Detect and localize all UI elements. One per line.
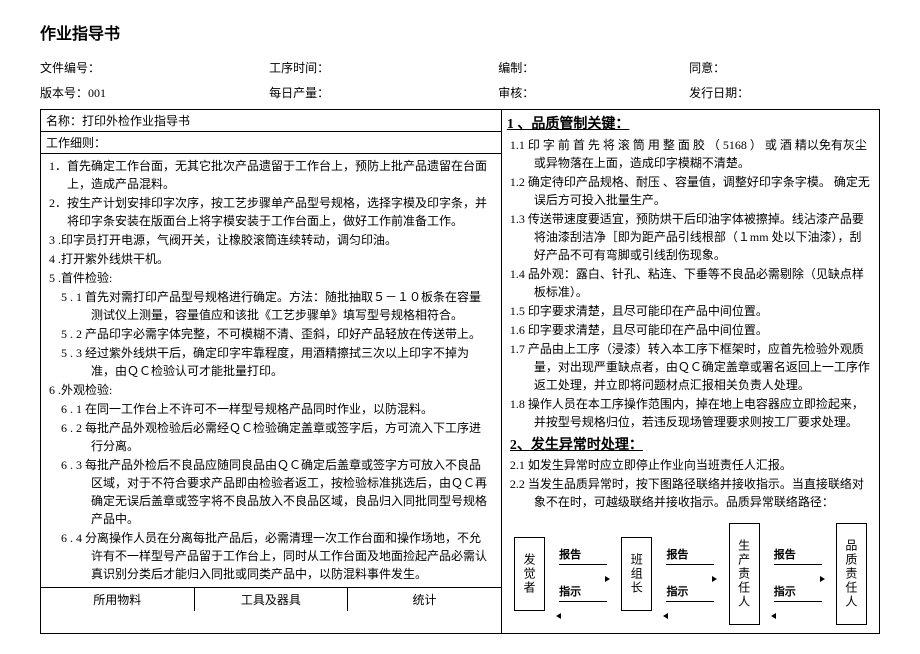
qc-1-8: 1.8 操作人员在本工序操作范围内，掉在地上电容器应立即捡起来，并按型号规格归位…: [510, 395, 871, 431]
step-5-2: 5 . 2 产品印字必需字体完整，不可模糊不清、歪斜，印好产品轻放在传送带上。: [49, 325, 493, 343]
qc-1-2: 1.2 确定待印产品规格、耐压 、容量值，调整好印字条字模。 确定无误后方可投入…: [510, 173, 871, 209]
bottom-row: 所用物料 工具及器具 统计: [41, 587, 501, 611]
step-5-1: 5 . 1 首先对需打印产品型号规格进行确定。方法：随批抽取５－１０板条在容量测…: [49, 288, 493, 324]
ab-2-1: 2.1 如发生异常时应立即停止作业向当班责任人汇报。: [510, 456, 871, 474]
qc-1-5: 1.5 印字要求清楚，且尽可能印在产品中间位置。: [510, 302, 871, 320]
statistics-cell: 统计: [348, 588, 501, 611]
step-5-3: 5 . 3 经过紫外线烘干后，确定印字牢靠程度，用酒精擦拭三次以上印字不掉为准，…: [49, 344, 493, 380]
instruct-label-3: 指示: [774, 583, 822, 599]
step-6-2: 6 . 2 每批产品外观检验后必需经ＱＣ检验确定盖章或签字后，方可流入下工序进行…: [49, 419, 493, 455]
instruct-label: 指示: [559, 583, 607, 599]
quality-control-content: 1.1 印 字 前 首 先 将 滚 筒 用 整 面 胶 （ 5168 ） 或 酒…: [502, 136, 879, 435]
qc-1-3: 1.3 传送带速度要适宜，预防烘干后印油字体被擦掉。线沾漆产品要将油漆刮洁净［即…: [510, 210, 871, 264]
version-number: 版本号：001: [40, 84, 269, 101]
header-row-2: 版本号：001 每日产量： 审核： 发行日期：: [40, 84, 880, 101]
daily-output: 每日产量：: [269, 84, 498, 101]
doc-name: 名称：打印外检作业指导书: [41, 110, 501, 132]
left-column: 名称：打印外检作业指导书 工作细则： 1．首先确定工作台面，无其它批次产品遗留于…: [41, 110, 502, 633]
work-details-label: 工作细则：: [41, 132, 501, 154]
doc-title: 作业指导书: [40, 20, 880, 44]
approved-by: 同意：: [689, 59, 880, 76]
reviewed-by: 审核：: [498, 84, 689, 101]
report-label-2: 报告: [666, 546, 714, 562]
step-6-3: 6 . 3 每批产品外检后不良品应随同良品由ＱＣ确定后盖章或签字方可放入不良品区…: [49, 456, 493, 528]
flow-arrows-1: 报告 指示: [559, 546, 607, 602]
qc-1-7: 1.7 产品由上工序（浸漆）转入本工序下框架时，应首先检验外观质量，对出现严重缺…: [510, 340, 871, 394]
main-frame: 名称：打印外检作业指导书 工作细则： 1．首先确定工作台面，无其它批次产品遗留于…: [40, 109, 880, 634]
right-column: 1 、品质管制关键： 1.1 印 字 前 首 先 将 滚 筒 用 整 面 胶 （…: [502, 110, 879, 633]
header-row-1: 文件编号： 工序时间： 编制： 同意：: [40, 59, 880, 76]
materials-cell: 所用物料: [41, 588, 195, 611]
file-number: 文件编号：: [40, 59, 269, 76]
step-6: 6 .外观检验:: [49, 381, 493, 399]
qc-1-1: 1.1 印 字 前 首 先 将 滚 筒 用 整 面 胶 （ 5168 ） 或 酒…: [510, 136, 871, 172]
instruct-label-2: 指示: [666, 583, 714, 599]
flow-arrows-3: 报告 指示: [774, 546, 822, 602]
prepared-by: 编制：: [498, 59, 689, 76]
flow-arrows-2: 报告 指示: [666, 546, 714, 602]
quality-control-heading: 1 、品质管制关键：: [502, 110, 879, 136]
step-6-4: 6 . 4 分离操作人员在分离每批产品后，必需清理一次工作台面和操作场地，不允许…: [49, 529, 493, 583]
process-time: 工序时间：: [269, 59, 498, 76]
abnormal-handling: 2、发生异常时处理： 2.1 如发生异常时应立即停止作业向当班责任人汇报。 2.…: [502, 435, 879, 515]
step-3: 3 .印字员打开电源，气阀开关，让橡胶滚筒连续转动，调匀印油。: [49, 231, 493, 249]
tools-cell: 工具及器具: [195, 588, 349, 611]
abnormal-heading: 2、发生异常时处理：: [510, 438, 643, 453]
flow-box-quality-lead: 品质责任人: [836, 523, 867, 625]
qc-1-6: 1.6 印字要求清楚，且尽可能印在产品中间位置。: [510, 321, 871, 339]
flow-box-production-lead: 生产责任人: [729, 523, 760, 625]
step-1: 1．首先确定工作台面，无其它批次产品遗留于工作台上，预防上批产品遗留在台面上，造…: [49, 157, 493, 193]
step-6-1: 6 . 1 在同一工作台上不许可不一样型号规格产品同时作业，以防混料。: [49, 400, 493, 418]
step-2: 2．按生产计划安排印字次序，按工艺步骤单产品型号规格，选择字模及印字条，并将印字…: [49, 194, 493, 230]
report-label: 报告: [559, 546, 607, 562]
qc-1-4: 1.4 品外观：露白、针孔、粘连、下垂等不良品必需剔除（见缺点样板标准）。: [510, 265, 871, 301]
flow-box-discoverer: 发觉者: [514, 537, 545, 611]
flow-box-team-leader: 班组长: [621, 537, 652, 611]
step-5: 5 .首件检验:: [49, 269, 493, 287]
flow-diagram: 发觉者 报告 指示 班组长 报告 指示 生产责任人 报告 指示 品质责任人: [502, 515, 879, 633]
step-4: 4 .打开紫外线烘干机。: [49, 250, 493, 268]
report-label-3: 报告: [774, 546, 822, 562]
ab-2-2: 2.2 当发生品质异常时，按下图路径联络并接收指示。当直接联络对象不在时，可越级…: [510, 475, 871, 511]
work-details-content: 1．首先确定工作台面，无其它批次产品遗留于工作台上，预防上批产品遗留在台面上，造…: [41, 154, 501, 587]
issue-date: 发行日期：: [689, 84, 880, 101]
